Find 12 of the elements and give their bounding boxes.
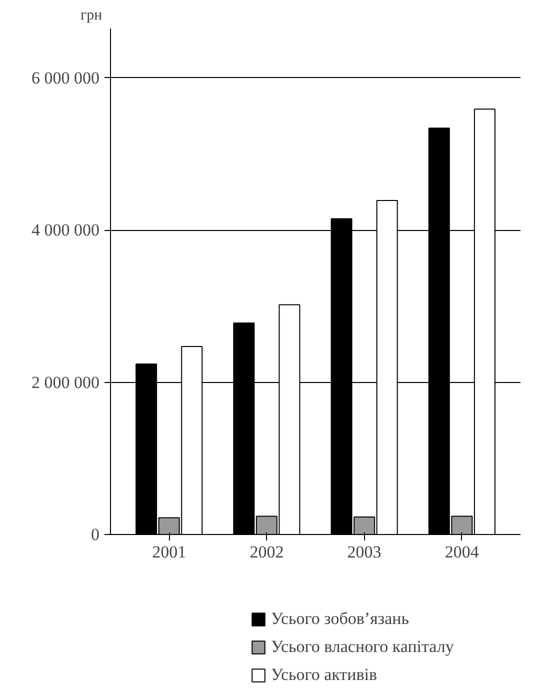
x-tick-label: 2001: [152, 542, 186, 562]
x-tick-label: 2003: [347, 542, 382, 562]
y-tick-label: 6 000 000: [32, 68, 100, 88]
legend-label: Усього власного капіталу: [271, 637, 454, 657]
legend-label: Усього активів: [271, 665, 377, 685]
x-tick-label: 2004: [444, 542, 480, 562]
y-tick-label: 2 000 000: [32, 372, 100, 392]
x-tick-label: 2002: [250, 542, 284, 562]
legend-label: Усього зобов’язань: [271, 609, 409, 629]
y-tick-label: 0: [91, 525, 100, 544]
y-tick-label: 4 000 000: [32, 220, 100, 240]
y-axis-title: грн: [80, 8, 102, 24]
